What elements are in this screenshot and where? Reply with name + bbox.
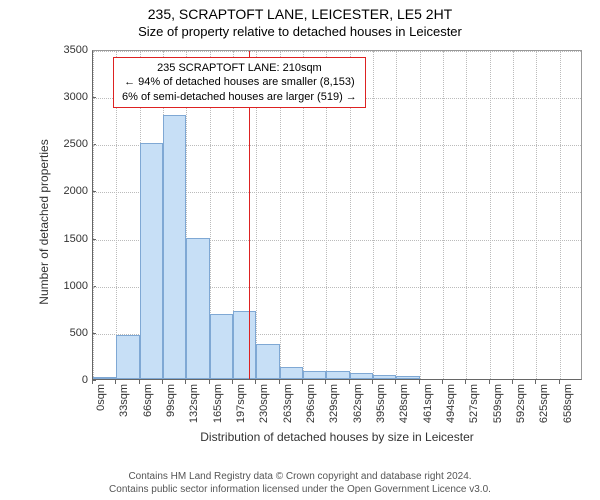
y-axis: 0500100015002000250030003500 — [52, 50, 92, 380]
x-tick-label: 362sqm — [352, 384, 364, 423]
histogram-bar — [396, 376, 419, 379]
histogram-bar — [373, 375, 396, 379]
y-tick-label: 2000 — [64, 185, 88, 197]
x-tick-label: 395sqm — [375, 384, 387, 423]
x-tick-label: 132sqm — [188, 384, 200, 423]
x-tick-label: 66sqm — [142, 384, 154, 417]
histogram-bar — [163, 115, 186, 379]
annotation-box: 235 SCRAPTOFT LANE: 210sqm ← 94% of deta… — [113, 57, 366, 108]
x-tick-label: 230sqm — [258, 384, 270, 423]
x-tick-label: 658sqm — [562, 384, 574, 423]
footer-line-2: Contains public sector information licen… — [0, 483, 600, 496]
x-tick-label: 99sqm — [165, 384, 177, 417]
annotation-line-3: 6% of semi-detached houses are larger (5… — [122, 90, 357, 104]
y-tick-label: 2500 — [64, 138, 88, 150]
x-tick-label: 0sqm — [95, 384, 107, 411]
annotation-line-2: ← 94% of detached houses are smaller (8,… — [122, 75, 357, 89]
y-tick-label: 1000 — [64, 280, 88, 292]
footer: Contains HM Land Registry data © Crown c… — [0, 470, 600, 496]
annotation-line-1: 235 SCRAPTOFT LANE: 210sqm — [122, 61, 357, 75]
x-axis-label: Distribution of detached houses by size … — [92, 430, 582, 444]
x-tick-label: 559sqm — [492, 384, 504, 423]
x-tick-label: 527sqm — [468, 384, 480, 423]
histogram-bar — [256, 344, 279, 379]
x-tick-label: 428sqm — [398, 384, 410, 423]
y-tick-label: 3000 — [64, 91, 88, 103]
x-tick-label: 263sqm — [282, 384, 294, 423]
x-tick-label: 296sqm — [305, 384, 317, 423]
histogram-bar — [93, 377, 116, 379]
x-tick-label: 197sqm — [235, 384, 247, 423]
y-tick-label: 1500 — [64, 233, 88, 245]
histogram-bar — [280, 367, 303, 379]
x-tick-label: 625sqm — [538, 384, 550, 423]
histogram-bar — [326, 371, 349, 379]
page-subtitle: Size of property relative to detached ho… — [0, 22, 600, 39]
histogram-bar — [350, 373, 373, 379]
histogram-bar — [210, 314, 233, 379]
y-tick-label: 0 — [82, 374, 88, 386]
page-title: 235, SCRAPTOFT LANE, LEICESTER, LE5 2HT — [0, 0, 600, 22]
footer-line-1: Contains HM Land Registry data © Crown c… — [0, 470, 600, 483]
plot-area: 235 SCRAPTOFT LANE: 210sqm ← 94% of deta… — [92, 50, 582, 380]
histogram-bar — [140, 143, 163, 379]
x-tick-label: 592sqm — [515, 384, 527, 423]
histogram-bar — [233, 311, 256, 379]
histogram-bar — [186, 238, 209, 379]
histogram-bar — [303, 371, 326, 379]
x-tick-label: 33sqm — [118, 384, 130, 417]
y-axis-label: Number of detached properties — [37, 139, 51, 304]
y-tick-label: 500 — [70, 327, 88, 339]
x-tick-label: 461sqm — [422, 384, 434, 423]
y-tick-label: 3500 — [64, 44, 88, 56]
x-tick-label: 165sqm — [212, 384, 224, 423]
x-axis: 0sqm 33sqm 66sqm 99sqm 132sqm 165sqm 197sqm 230… — [92, 380, 582, 420]
histogram-chart: 0500100015002000250030003500 Number of d… — [52, 50, 582, 420]
x-tick-label: 494sqm — [445, 384, 457, 423]
histogram-bar — [116, 335, 139, 379]
x-tick-label: 329sqm — [328, 384, 340, 423]
